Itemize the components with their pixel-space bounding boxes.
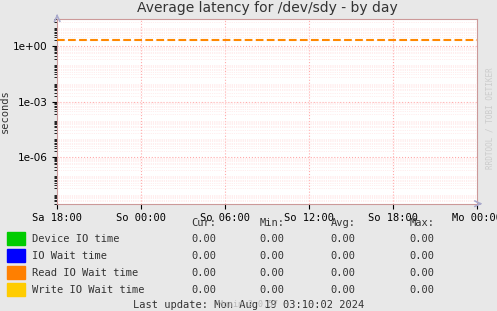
Text: 0.00: 0.00 xyxy=(410,267,435,278)
Text: IO Wait time: IO Wait time xyxy=(32,251,107,261)
Text: Last update: Mon Aug 19 03:10:02 2024: Last update: Mon Aug 19 03:10:02 2024 xyxy=(133,300,364,310)
Text: Munin 2.0.57: Munin 2.0.57 xyxy=(219,300,278,309)
Title: Average latency for /dev/sdy - by day: Average latency for /dev/sdy - by day xyxy=(137,1,398,15)
Text: 0.00: 0.00 xyxy=(191,251,216,261)
Bar xyxy=(7,232,25,245)
Text: 0.00: 0.00 xyxy=(259,251,284,261)
Text: Read IO Wait time: Read IO Wait time xyxy=(32,267,139,278)
Text: Write IO Wait time: Write IO Wait time xyxy=(32,285,145,295)
Text: 0.00: 0.00 xyxy=(259,234,284,244)
Bar xyxy=(7,266,25,279)
Text: 0.00: 0.00 xyxy=(331,251,355,261)
Text: 0.00: 0.00 xyxy=(410,285,435,295)
Text: 0.00: 0.00 xyxy=(191,267,216,278)
Y-axis label: seconds: seconds xyxy=(0,89,10,133)
Text: 0.00: 0.00 xyxy=(191,234,216,244)
Text: Avg:: Avg: xyxy=(331,218,355,228)
Text: 0.00: 0.00 xyxy=(331,234,355,244)
Text: 0.00: 0.00 xyxy=(191,285,216,295)
Text: 0.00: 0.00 xyxy=(410,234,435,244)
Text: Min:: Min: xyxy=(259,218,284,228)
Text: 0.00: 0.00 xyxy=(259,267,284,278)
Text: Max:: Max: xyxy=(410,218,435,228)
Bar xyxy=(7,249,25,262)
Text: 0.00: 0.00 xyxy=(259,285,284,295)
Text: 0.00: 0.00 xyxy=(410,251,435,261)
Text: RRDTOOL / TOBI OETIKER: RRDTOOL / TOBI OETIKER xyxy=(485,67,494,169)
Text: Cur:: Cur: xyxy=(191,218,216,228)
Text: Device IO time: Device IO time xyxy=(32,234,120,244)
Text: 0.00: 0.00 xyxy=(331,267,355,278)
Bar xyxy=(7,283,25,296)
Text: 0.00: 0.00 xyxy=(331,285,355,295)
